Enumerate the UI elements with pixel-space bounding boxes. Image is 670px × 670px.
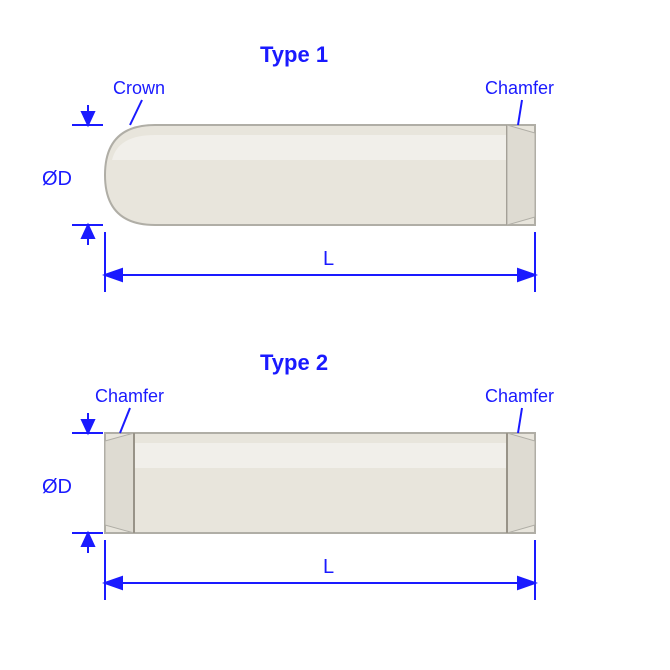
- type1-dim-d: [72, 105, 103, 245]
- type1-leader-left: [130, 100, 142, 125]
- type1-d-label: ØD: [42, 168, 72, 191]
- type1-leader-right: [518, 100, 522, 125]
- type2-pin: [105, 433, 535, 533]
- type2-title: Type 2: [260, 350, 328, 376]
- type1-title: Type 1: [260, 42, 328, 68]
- diagram-canvas: [0, 0, 670, 670]
- type2-chamfer-left-label: Chamfer: [95, 386, 164, 407]
- type2-leader-right: [518, 408, 522, 433]
- type2-chamfer-right-label: Chamfer: [485, 386, 554, 407]
- type1-crown-label: Crown: [113, 78, 165, 99]
- type2-dim-d: [72, 413, 103, 553]
- type1-dim-l: [105, 232, 535, 292]
- type2-l-label: L: [323, 556, 334, 579]
- type2-dim-l: [105, 540, 535, 600]
- type1-pin: [105, 125, 535, 225]
- type2-leader-left: [120, 408, 130, 433]
- type1-l-label: L: [323, 248, 334, 271]
- type1-chamfer-label: Chamfer: [485, 78, 554, 99]
- type2-d-label: ØD: [42, 476, 72, 499]
